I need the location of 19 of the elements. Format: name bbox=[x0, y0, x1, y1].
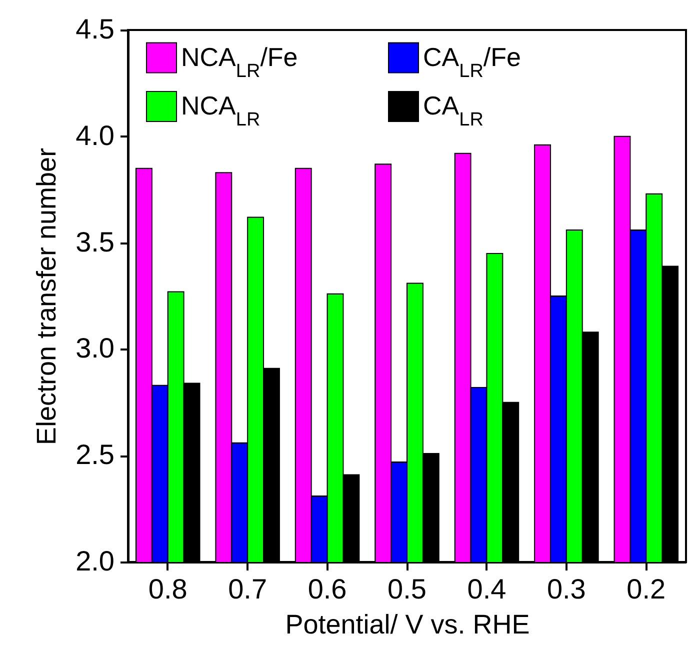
x-tick-label: 0.5 bbox=[388, 574, 426, 604]
legend-label: NCA$_{LR}$ bbox=[181, 90, 260, 130]
y-axis-title: Electron transfer number bbox=[32, 148, 62, 446]
x-tick-label: 0.4 bbox=[467, 574, 506, 604]
x-tick-label: 0.3 bbox=[546, 574, 586, 604]
y-tick-label: 2.0 bbox=[76, 546, 114, 576]
y-tick-label: 2.5 bbox=[76, 439, 114, 470]
x-tick-label: 0.8 bbox=[148, 574, 188, 604]
x-tick-label: 0.2 bbox=[626, 574, 666, 604]
y-tick-label: 4.5 bbox=[76, 14, 114, 44]
y-tick-label: 4.0 bbox=[76, 120, 114, 151]
x-axis-title: Potential/ V vs. RHE bbox=[285, 610, 530, 640]
x-tick-label: 0.6 bbox=[308, 574, 347, 604]
legend-label: CA$_{LR}$ bbox=[423, 90, 484, 130]
legend-label: NCA$_{LR}$/Fe bbox=[181, 42, 298, 82]
x-tick-label: 0.7 bbox=[228, 574, 268, 604]
y-tick-label: 3.5 bbox=[76, 226, 114, 258]
legend-label: CA$_{LR}$/Fe bbox=[423, 42, 521, 82]
y-tick-label: 3.0 bbox=[76, 332, 114, 364]
